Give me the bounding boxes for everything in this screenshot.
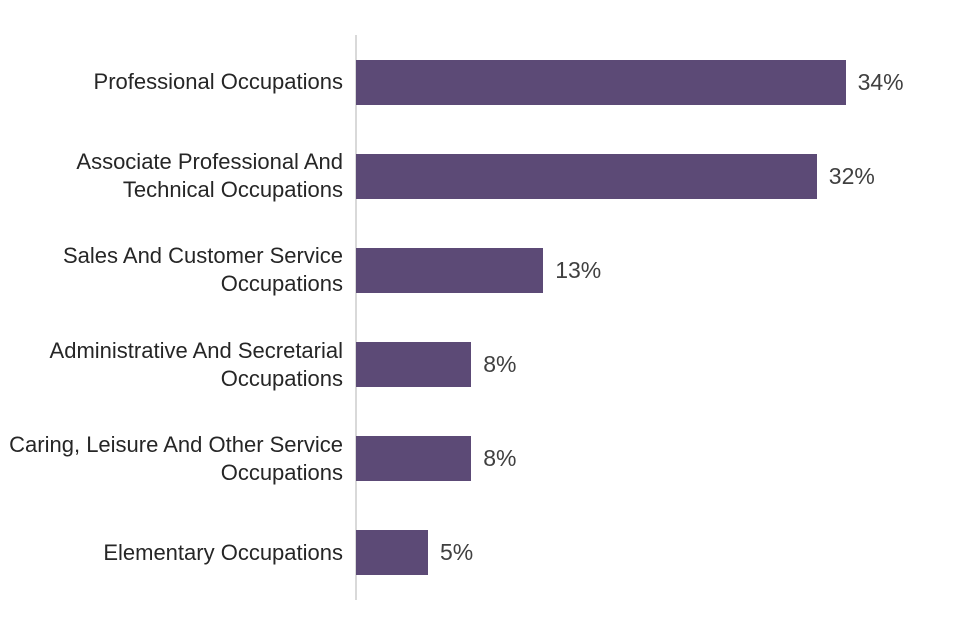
bar-row: Caring, Leisure And Other Service Occupa…	[0, 412, 960, 506]
value-label: 32%	[828, 162, 875, 189]
bar-row: Administrative And Secretarial Occupatio…	[0, 318, 960, 412]
bar-area: 5%	[356, 506, 960, 600]
category-label: Professional Occupations	[93, 69, 343, 95]
category-label: Elementary Occupations	[103, 539, 343, 565]
bar-area: 34%	[356, 35, 960, 129]
category-label: Sales And Customer Service Occupations	[62, 243, 343, 297]
category-label: Associate Professional And Technical Occ…	[76, 149, 343, 203]
chart-plot-area: Professional Occupations 34% Associate P…	[0, 35, 960, 600]
value-label: 8%	[483, 445, 517, 472]
bar-area: 8%	[356, 318, 960, 412]
bar	[356, 247, 544, 293]
y-axis-line	[355, 35, 357, 600]
bar-row: Professional Occupations 34%	[0, 35, 960, 129]
bar	[356, 342, 472, 388]
category-label: Caring, Leisure And Other Service Occupa…	[9, 431, 343, 485]
value-label: 13%	[555, 256, 602, 283]
bar-area: 8%	[356, 412, 960, 506]
bar	[356, 153, 817, 199]
value-label: 5%	[440, 539, 474, 566]
bar-row: Elementary Occupations 5%	[0, 506, 960, 600]
bar-area: 32%	[356, 129, 960, 223]
bar-row: Sales And Customer Service Occupations 1…	[0, 223, 960, 317]
value-label: 34%	[857, 68, 904, 95]
bar	[356, 436, 472, 482]
bar	[356, 59, 846, 105]
bar-row: Associate Professional And Technical Occ…	[0, 129, 960, 223]
category-label: Administrative And Secretarial Occupatio…	[49, 337, 343, 391]
value-label: 8%	[483, 351, 517, 378]
bar-area: 13%	[356, 223, 960, 317]
bar	[356, 530, 428, 576]
